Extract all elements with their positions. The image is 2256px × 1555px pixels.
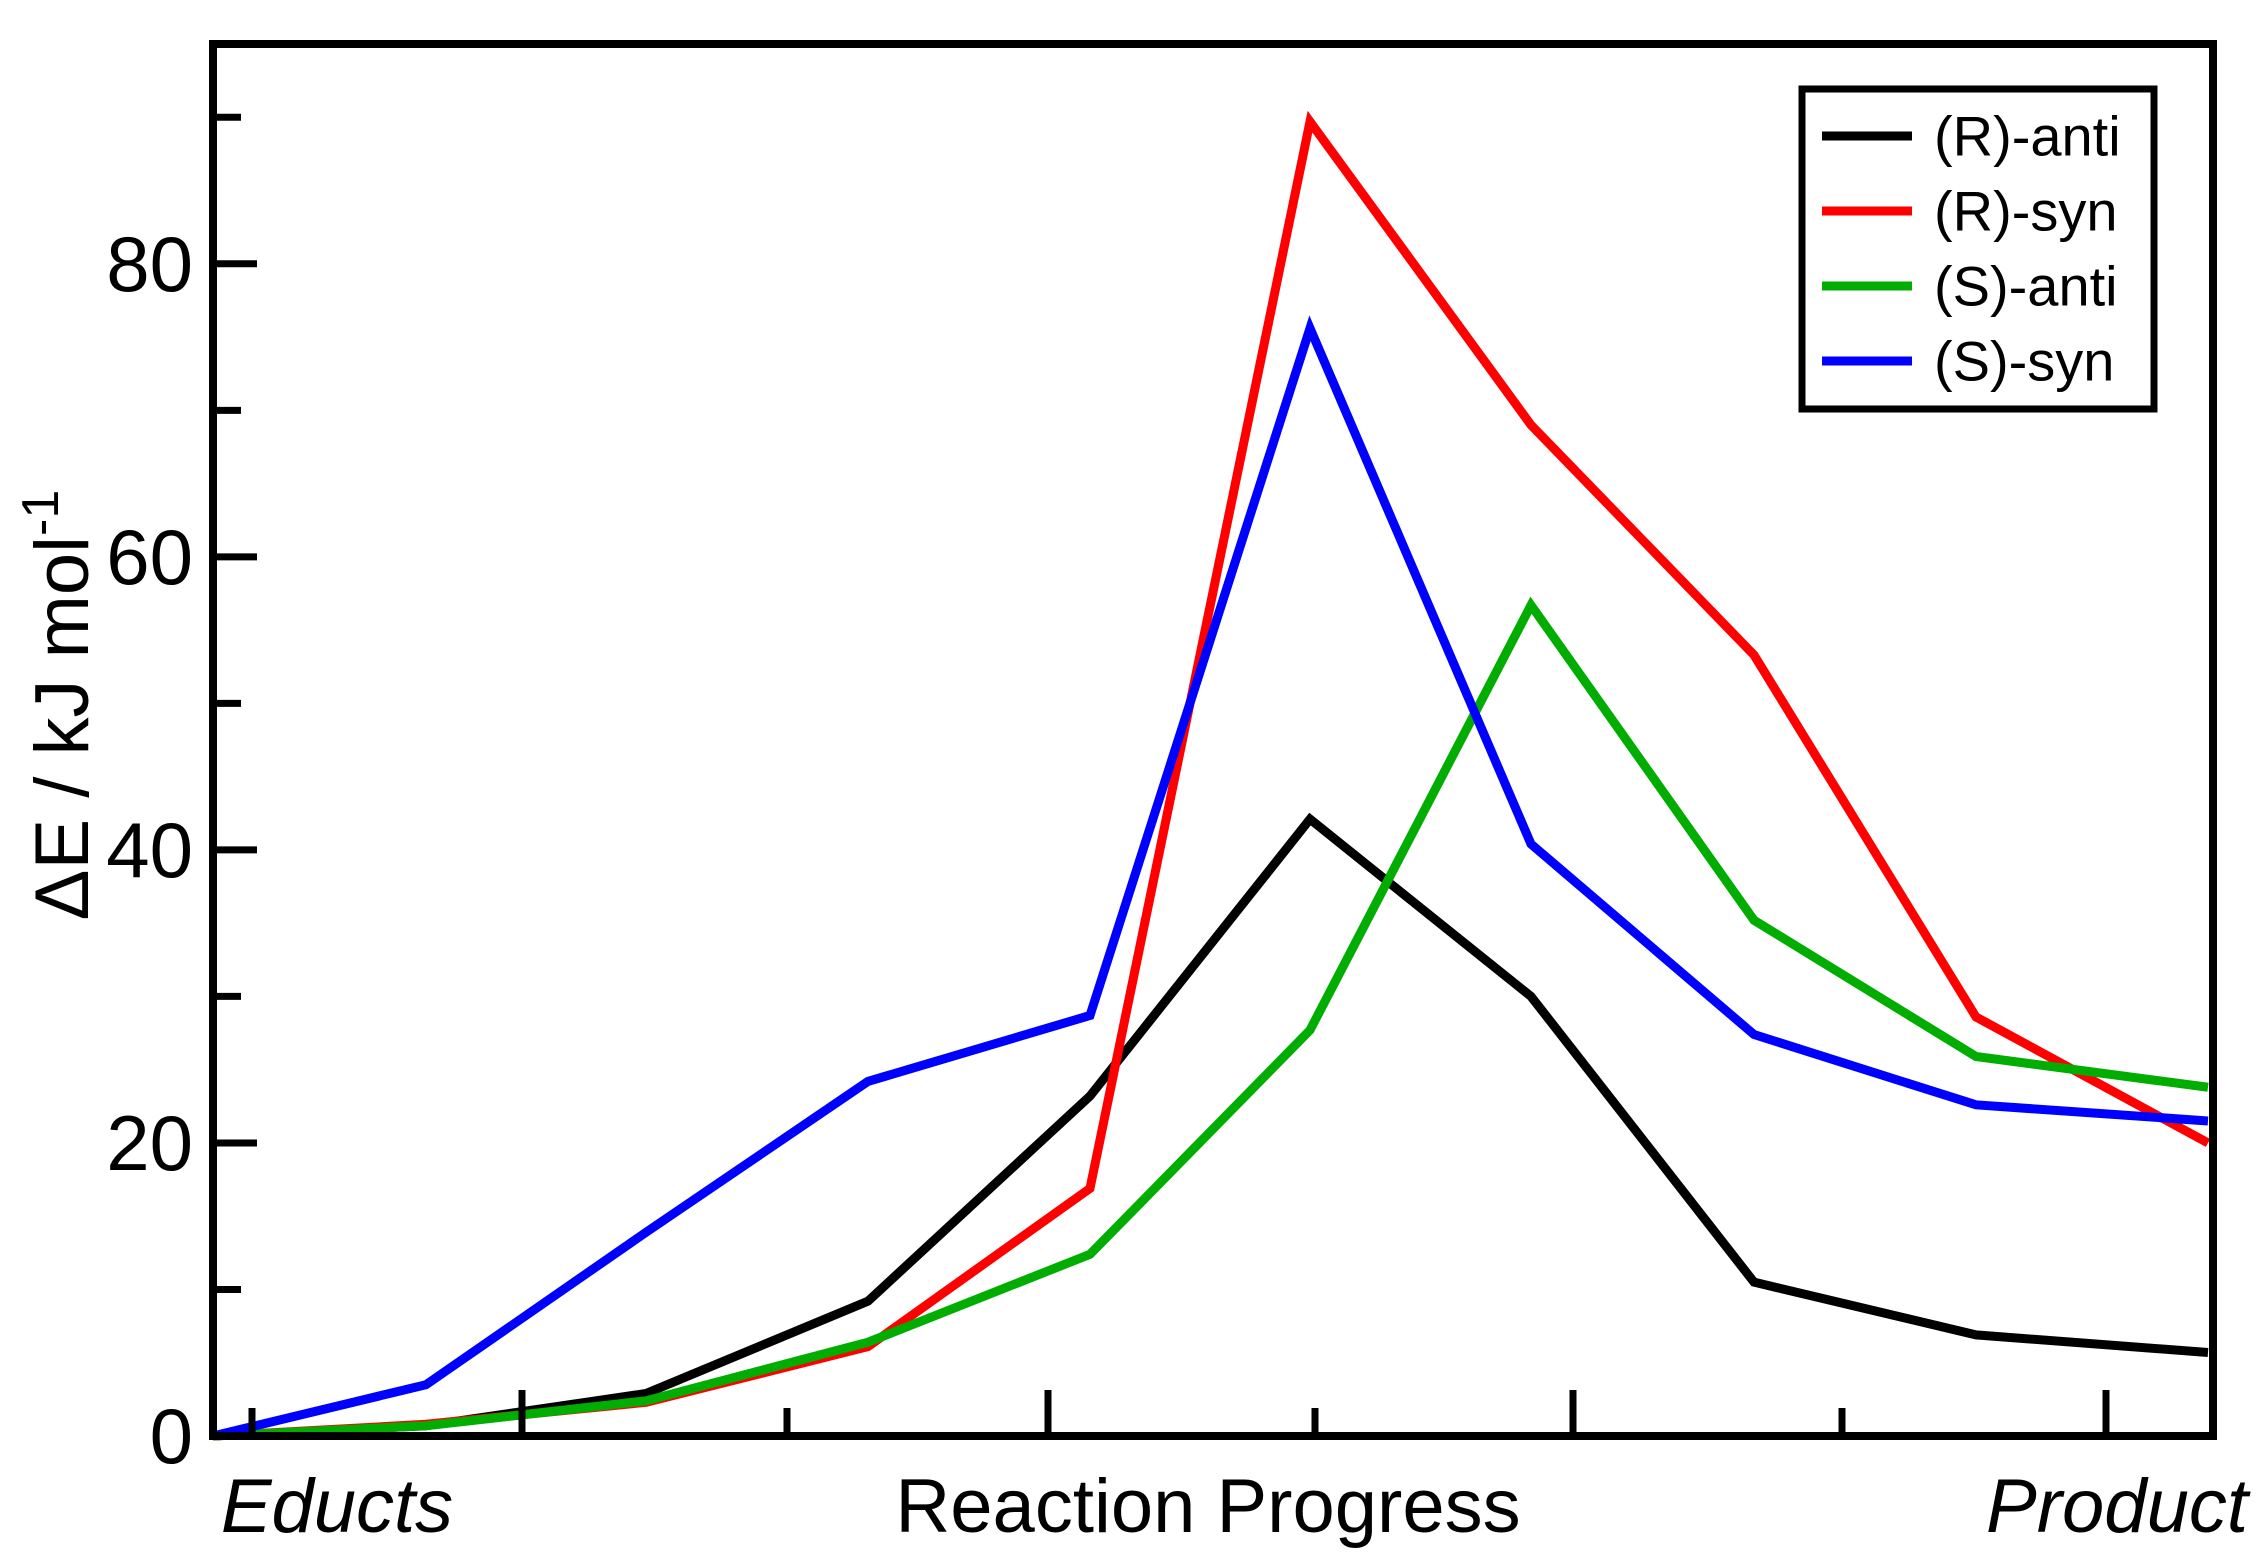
series-lines — [211, 110, 2211, 1441]
legend-label-r-syn: (R)-syn — [1934, 180, 2118, 243]
legend: (R)-anti (R)-syn (S)-anti (S)-syn — [1798, 85, 2158, 413]
y-axis-tick-labels: 0 20 40 60 80 — [106, 220, 193, 1480]
y-axis-title: ΔE / kJ mol-1 — [12, 490, 105, 921]
x-axis-label-reaction-progress: Reaction Progress — [895, 1464, 1520, 1549]
x-axis-label-product: Product — [1986, 1464, 2251, 1549]
legend-item-s-anti: (S)-anti — [1822, 255, 2118, 318]
plot-frame — [209, 40, 2217, 1440]
legend-label-s-syn: (S)-syn — [1934, 330, 2114, 393]
legend-item-s-syn: (S)-syn — [1822, 330, 2114, 393]
x-axis-label-educts: Educts — [221, 1464, 453, 1549]
y-tick-label-80: 80 — [106, 220, 193, 308]
series-line-s-syn — [211, 315, 2209, 1441]
legend-label-s-anti: (S)-anti — [1934, 255, 2118, 318]
legend-box — [1798, 85, 2158, 413]
legend-item-r-anti: (R)-anti — [1822, 105, 2121, 168]
series-line-s-anti — [212, 596, 2209, 1441]
y-tick-label-60: 60 — [106, 513, 193, 601]
y-tick-label-40: 40 — [106, 806, 193, 894]
y-tick-label-0: 0 — [150, 1392, 193, 1480]
legend-item-r-syn: (R)-syn — [1822, 180, 2118, 243]
y-axis-ticks — [217, 113, 257, 1440]
x-axis-ticks — [248, 1390, 2110, 1432]
y-tick-label-20: 20 — [106, 1099, 193, 1187]
legend-label-r-anti: (R)-anti — [1934, 105, 2121, 168]
